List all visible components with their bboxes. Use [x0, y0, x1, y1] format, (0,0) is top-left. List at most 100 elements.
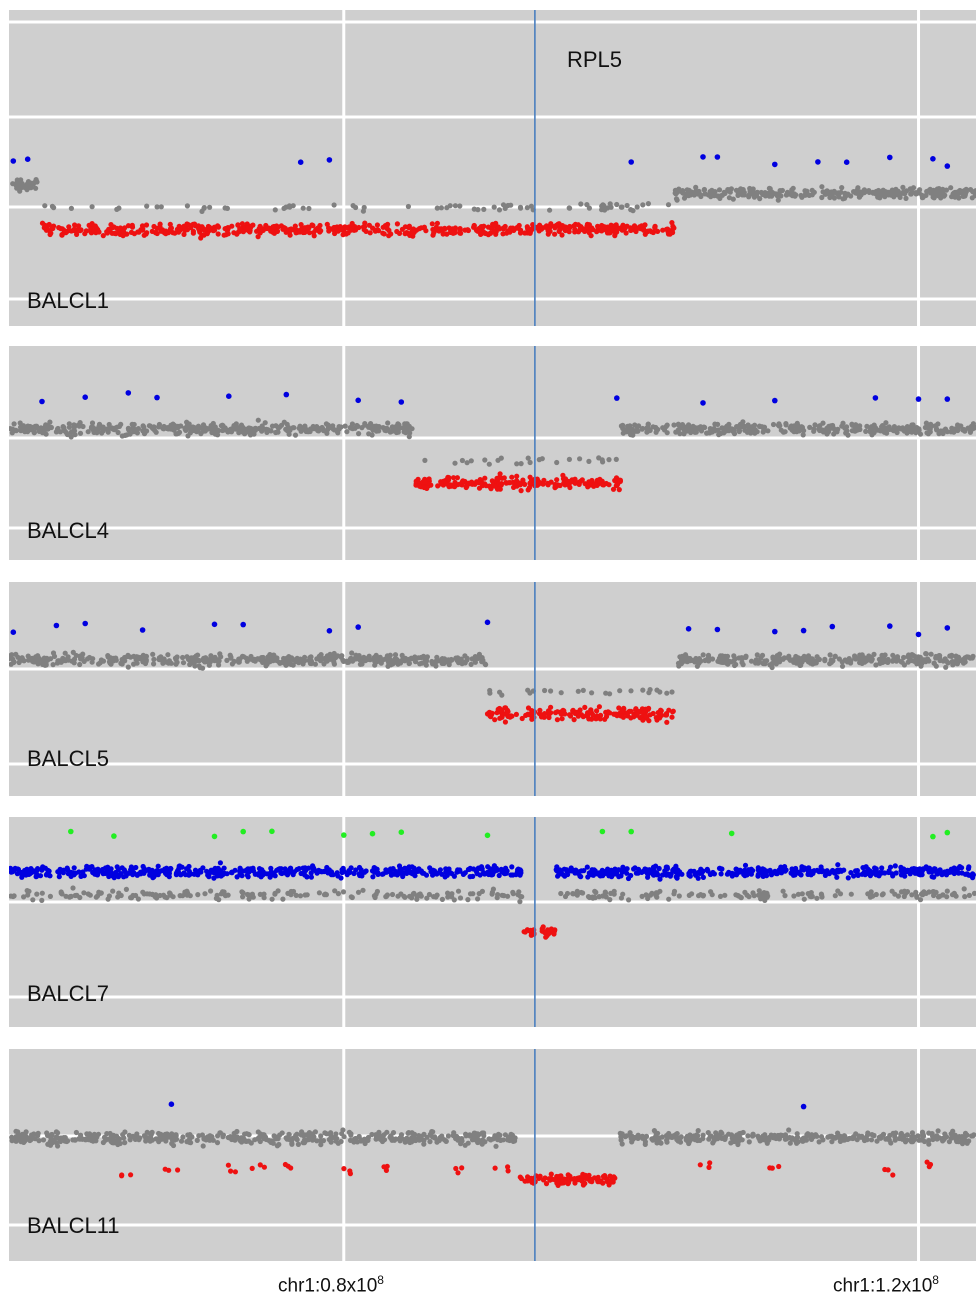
normal-point — [411, 891, 416, 896]
normal-point — [625, 203, 630, 208]
loss-point — [384, 224, 389, 229]
normal-point — [33, 1136, 38, 1141]
normal-point — [232, 1137, 237, 1142]
gain-point — [70, 871, 75, 876]
normal-point — [116, 891, 121, 896]
normal-point — [914, 895, 919, 900]
high-gain-outlier-point — [485, 833, 491, 839]
loss-point — [554, 477, 559, 482]
gain-point — [168, 866, 173, 871]
normal-point — [451, 1130, 456, 1135]
normal-point — [717, 187, 722, 192]
loss-point — [566, 1180, 571, 1185]
normal-point — [356, 890, 361, 895]
normal-point — [825, 191, 830, 196]
normal-point — [440, 897, 445, 902]
loss-point — [527, 485, 532, 490]
loss-point — [664, 227, 669, 232]
normal-point — [80, 1137, 85, 1142]
normal-point — [685, 656, 690, 661]
normal-point — [745, 1133, 750, 1138]
loss-point — [435, 221, 440, 226]
normal-point — [465, 897, 470, 902]
loss-point — [310, 223, 315, 228]
loss-point — [356, 225, 361, 230]
normal-point — [765, 895, 770, 900]
gain-outlier-point — [140, 627, 146, 633]
gain-point — [557, 867, 562, 872]
normal-point — [446, 659, 451, 664]
normal-point — [48, 1139, 53, 1144]
loss-point — [602, 717, 607, 722]
normal-point — [253, 426, 258, 431]
normal-point — [96, 1132, 101, 1137]
normal-point — [131, 654, 136, 659]
normal-point — [525, 688, 530, 693]
normal-point — [912, 659, 917, 664]
loss-point — [657, 715, 662, 720]
normal-point — [206, 426, 211, 431]
gain-point — [211, 876, 216, 881]
normal-point — [409, 656, 414, 661]
normal-point — [783, 429, 788, 434]
gain-point — [749, 867, 754, 872]
normal-point — [493, 1144, 498, 1149]
loss-point — [537, 223, 542, 228]
normal-point — [775, 653, 780, 658]
loss-point — [427, 476, 432, 481]
normal-point — [213, 432, 218, 437]
normal-point — [151, 661, 156, 666]
loss-point — [648, 228, 653, 233]
loss-point — [376, 228, 381, 233]
normal-point — [931, 188, 936, 193]
normal-point — [772, 658, 777, 663]
loss-point — [440, 227, 445, 232]
normal-point — [457, 203, 462, 208]
gain-point — [20, 873, 25, 878]
normal-point — [909, 422, 914, 427]
normal-point — [189, 1134, 194, 1139]
loss-point — [506, 480, 511, 485]
normal-point — [26, 658, 31, 663]
gain-point — [274, 868, 279, 873]
gain-point — [879, 865, 884, 870]
loss-point — [364, 229, 369, 234]
normal-point — [126, 665, 131, 670]
normal-point — [931, 893, 936, 898]
loss-point — [666, 708, 671, 713]
normal-point — [578, 201, 583, 206]
normal-point — [159, 204, 164, 209]
gain-point — [893, 863, 898, 868]
normal-point — [718, 657, 723, 662]
loss-point — [612, 478, 617, 483]
normal-point — [948, 185, 953, 190]
normal-point — [505, 894, 510, 899]
normal-point — [860, 658, 865, 663]
normal-point — [142, 431, 147, 436]
loss-point — [367, 223, 372, 228]
gain-point — [309, 875, 314, 880]
gain-outlier-point — [614, 395, 620, 401]
normal-point — [894, 427, 899, 432]
normal-point — [142, 891, 147, 896]
normal-point — [263, 420, 268, 425]
normal-point — [376, 1130, 381, 1135]
normal-point — [234, 421, 239, 426]
normal-point — [328, 1130, 333, 1135]
normal-point — [612, 892, 617, 897]
normal-point — [508, 1137, 513, 1142]
gain-point — [233, 868, 238, 873]
loss-point — [537, 481, 542, 486]
normal-point — [763, 659, 768, 664]
gain-outlier-point — [355, 398, 361, 404]
loss-point — [572, 717, 577, 722]
normal-point — [245, 892, 250, 897]
gain-point — [180, 865, 185, 870]
loss-point — [464, 484, 469, 489]
loss-point — [451, 231, 456, 236]
normal-point — [839, 185, 844, 190]
loss-point — [569, 479, 574, 484]
normal-point — [952, 892, 957, 897]
loss-point — [594, 229, 599, 234]
loss-point — [481, 224, 486, 229]
